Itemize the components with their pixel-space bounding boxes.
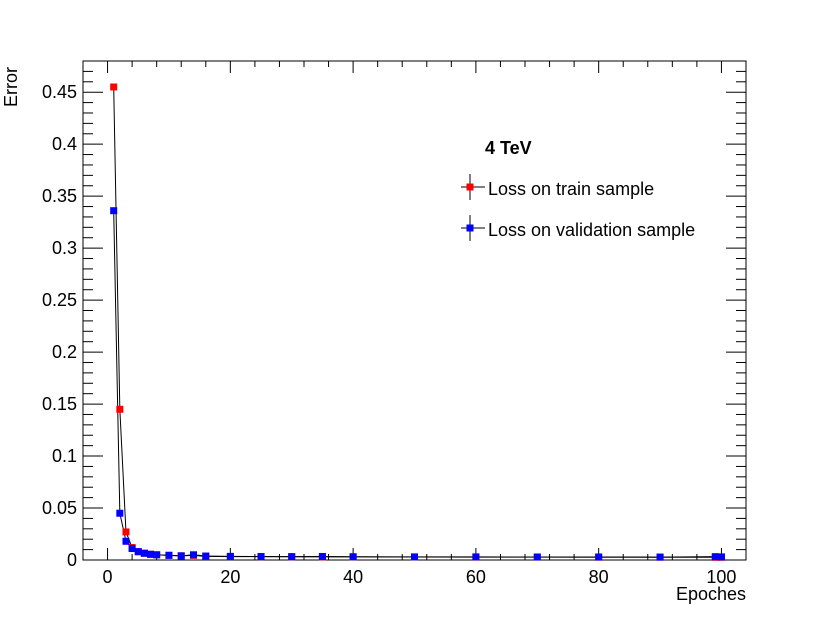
y-tick-label: 0.25 bbox=[42, 290, 77, 310]
series-1-point bbox=[122, 537, 130, 545]
y-tick-label: 0.4 bbox=[52, 134, 77, 154]
series-1-point bbox=[110, 207, 118, 215]
legend-entry-validation: Loss on validation sample bbox=[461, 215, 695, 241]
series-1-point bbox=[128, 545, 136, 553]
y-tick-label: 0.05 bbox=[42, 498, 77, 518]
series-1-point bbox=[134, 548, 142, 556]
x-tick-label: 40 bbox=[343, 567, 363, 587]
legend-validation-label: Loss on validation sample bbox=[488, 220, 695, 240]
y-axis-title: Error bbox=[1, 67, 21, 107]
series-1-point bbox=[711, 553, 719, 561]
legend-train-marker bbox=[466, 183, 474, 191]
legend-entry-train: Loss on train sample bbox=[461, 174, 654, 200]
series-1-point bbox=[288, 553, 296, 561]
series-1-point bbox=[153, 551, 161, 559]
y-tick-label: 0.3 bbox=[52, 238, 77, 258]
legend: 4 TeV Loss on train sample Loss on valid… bbox=[461, 138, 695, 241]
series-1-point bbox=[116, 509, 124, 517]
legend-validation-marker bbox=[466, 224, 474, 232]
x-axis-title: Epoches bbox=[676, 584, 746, 604]
x-tick-label: 80 bbox=[589, 567, 609, 587]
series-1-point bbox=[472, 553, 480, 561]
series-1-point bbox=[140, 549, 148, 557]
x-tick-label: 100 bbox=[706, 567, 736, 587]
series-1-point bbox=[177, 552, 185, 560]
axis-ticks bbox=[82, 60, 747, 561]
y-tick-label: 0.45 bbox=[42, 82, 77, 102]
tick-labels: 0 20 40 60 80 100 0 0.05 0.1 0.15 0.2 0.25 0.3 0.35 0.… bbox=[42, 82, 737, 587]
series-line-1 bbox=[113, 210, 722, 558]
y-tick-label: 0.1 bbox=[52, 446, 77, 466]
series-layer bbox=[110, 83, 725, 561]
y-tick-label: 0.15 bbox=[42, 394, 77, 414]
series-1-point bbox=[165, 551, 173, 559]
series-1-point bbox=[533, 553, 541, 561]
series-0-point bbox=[116, 405, 124, 413]
series-0-point bbox=[110, 83, 118, 91]
series-1-point bbox=[202, 552, 210, 560]
series-1-point bbox=[190, 551, 197, 559]
legend-title: 4 TeV bbox=[485, 138, 532, 158]
series-0-point bbox=[122, 528, 130, 536]
series-1-point bbox=[318, 552, 326, 560]
series-1-point bbox=[411, 553, 418, 561]
series-1-point bbox=[147, 550, 155, 558]
y-tick-label: 0.35 bbox=[42, 186, 77, 206]
y-tick-label: 0 bbox=[67, 550, 77, 570]
legend-train-label: Loss on train sample bbox=[488, 179, 654, 199]
series-1-point bbox=[226, 552, 234, 560]
series-1-point bbox=[349, 553, 357, 561]
plot-frame bbox=[82, 60, 747, 561]
series-1-point bbox=[595, 553, 603, 561]
x-tick-label: 60 bbox=[466, 567, 486, 587]
y-tick-label: 0.2 bbox=[52, 342, 77, 362]
series-1-point bbox=[717, 553, 725, 561]
series-1-point bbox=[257, 553, 265, 561]
x-tick-label: 0 bbox=[103, 567, 113, 587]
series-1-point bbox=[656, 553, 664, 561]
x-tick-label: 20 bbox=[220, 567, 240, 587]
series-line-0 bbox=[113, 86, 722, 558]
